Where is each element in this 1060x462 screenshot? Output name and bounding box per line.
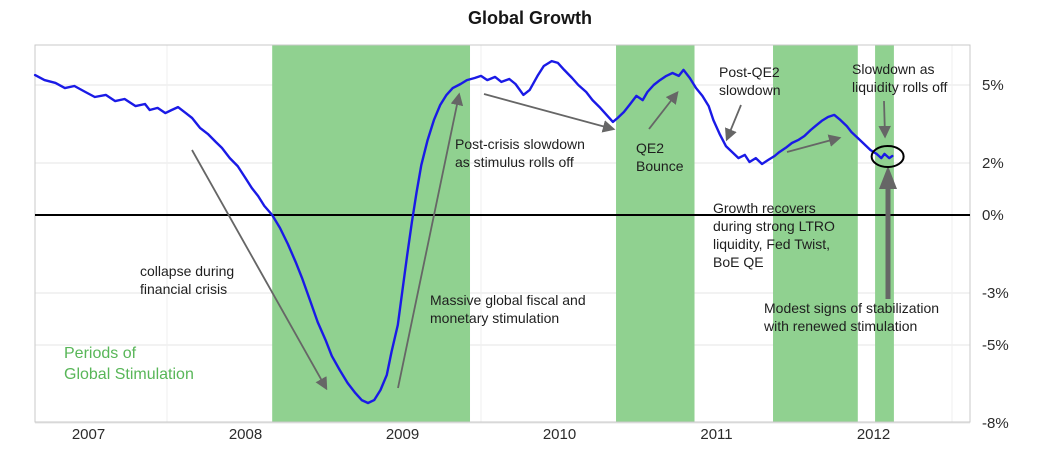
stimulation-band [773, 45, 858, 422]
arrow-collapse [191, 149, 328, 391]
y-tick-label: 5% [982, 77, 1004, 94]
annotation-arrows [191, 91, 897, 391]
y-tick-label: 0% [982, 207, 1004, 224]
growth-line-group [33, 59, 894, 405]
growth-line [33, 59, 894, 405]
plot-border [34, 44, 971, 423]
annotation-qe2-bounce: QE2 Bounce [636, 140, 684, 174]
annotation-post-qe2-slowdown: Post-QE2 slowdown [719, 64, 781, 98]
axis-ticks: 2007 2008 2009 2010 2011 2012 5% 2% 0% -3% -5% -8% [72, 77, 1009, 443]
arrow-post-qe2-slowdown [725, 104, 742, 142]
annotation-growth-recovers: Growth recovers during strong LTRO liqui… [713, 200, 835, 270]
arrow-slowdown-liquidity [878, 100, 892, 139]
y-tick-label: -3% [982, 285, 1009, 302]
annotation-slowdown-liquidity: Slowdown as liquidity rolls off [852, 61, 948, 95]
x-tick-label: 2012 [857, 426, 890, 443]
end-marker-group [870, 145, 905, 168]
annotation-post-crisis-slowdown: Post-crisis slowdown as stimulus rolls o… [455, 136, 585, 170]
arrow-qe2-bounce [648, 91, 679, 130]
stimulation-band [616, 45, 695, 422]
stimulation-band [272, 45, 471, 422]
periods-legend: Periods of Global Stimulation [64, 345, 194, 383]
stimulation-bands [272, 45, 894, 422]
x-tick-label: 2011 [700, 426, 732, 443]
y-tick-label: 2% [982, 155, 1004, 172]
chart-title: Global Growth [468, 8, 592, 28]
plot-frame [34, 44, 971, 423]
y-tick-label: -8% [982, 415, 1009, 432]
annotation-stabilization: Modest signs of stabilization with renew… [764, 300, 940, 334]
x-tick-label: 2007 [72, 426, 105, 443]
annotation-massive-stimulation: Massive global fiscal and monetary stimu… [430, 292, 586, 326]
x-tick-label: 2008 [229, 426, 262, 443]
x-tick-label: 2009 [386, 426, 419, 443]
stimulation-band [875, 45, 894, 422]
y-tick-label: -5% [982, 337, 1009, 354]
arrow-post-crisis-slowdown [483, 93, 616, 133]
trend-end-circle [870, 145, 905, 168]
arrow-massive-stimulation [397, 92, 464, 389]
x-tick-label: 2010 [543, 426, 576, 443]
arrow-growth-recovers [786, 134, 842, 153]
annotation-collapse: collapse during financial crisis [140, 263, 235, 297]
arrow-stabilization-head [879, 166, 897, 189]
